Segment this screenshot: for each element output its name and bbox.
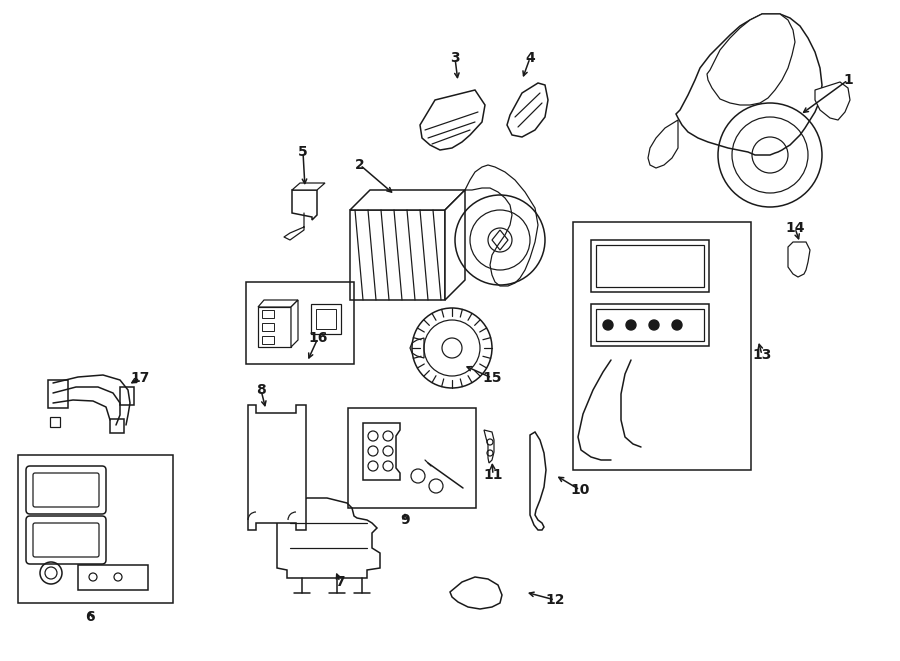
- Polygon shape: [258, 300, 298, 307]
- Polygon shape: [445, 190, 465, 300]
- Polygon shape: [484, 430, 494, 463]
- Text: 2: 2: [356, 158, 364, 172]
- Bar: [596, 309, 704, 341]
- Bar: [316, 309, 336, 329]
- Polygon shape: [258, 307, 291, 347]
- Polygon shape: [450, 577, 502, 609]
- Polygon shape: [815, 82, 850, 120]
- Bar: [573, 222, 751, 470]
- Polygon shape: [420, 90, 485, 150]
- Text: 10: 10: [571, 483, 590, 497]
- Polygon shape: [291, 300, 298, 347]
- Polygon shape: [530, 432, 546, 530]
- Bar: [262, 310, 274, 318]
- Bar: [110, 419, 124, 433]
- Polygon shape: [248, 405, 306, 530]
- Bar: [591, 240, 709, 292]
- Circle shape: [649, 320, 659, 330]
- Polygon shape: [350, 190, 465, 210]
- Bar: [262, 323, 274, 331]
- Circle shape: [672, 320, 682, 330]
- Bar: [18, 455, 173, 603]
- Text: 15: 15: [482, 371, 502, 385]
- Text: 6: 6: [86, 610, 94, 624]
- Polygon shape: [410, 338, 424, 358]
- Text: 14: 14: [785, 221, 805, 235]
- Text: 11: 11: [483, 468, 503, 482]
- Bar: [596, 245, 704, 287]
- Circle shape: [626, 320, 636, 330]
- Text: 9: 9: [400, 513, 410, 527]
- Bar: [48, 380, 68, 408]
- Bar: [50, 417, 60, 427]
- Bar: [262, 336, 274, 344]
- Polygon shape: [507, 83, 548, 137]
- Polygon shape: [676, 14, 822, 155]
- Polygon shape: [277, 498, 380, 578]
- Text: 12: 12: [545, 593, 565, 607]
- Bar: [311, 304, 341, 334]
- Text: 7: 7: [335, 575, 345, 589]
- Bar: [78, 565, 148, 590]
- Text: 13: 13: [752, 348, 771, 362]
- Polygon shape: [648, 120, 678, 168]
- Polygon shape: [350, 210, 445, 300]
- Bar: [348, 408, 476, 508]
- Bar: [120, 387, 134, 405]
- Text: 17: 17: [130, 371, 149, 385]
- Bar: [246, 282, 354, 364]
- Polygon shape: [292, 183, 325, 190]
- Text: 8: 8: [256, 383, 266, 397]
- Polygon shape: [465, 165, 538, 286]
- Circle shape: [603, 320, 613, 330]
- Text: 3: 3: [450, 51, 460, 65]
- Polygon shape: [292, 190, 317, 220]
- Polygon shape: [707, 14, 795, 105]
- Text: 5: 5: [298, 145, 308, 159]
- Text: 4: 4: [525, 51, 535, 65]
- Text: 1: 1: [843, 73, 853, 87]
- Polygon shape: [788, 242, 810, 277]
- Bar: [591, 304, 709, 346]
- Text: 16: 16: [309, 331, 328, 345]
- Polygon shape: [363, 423, 400, 480]
